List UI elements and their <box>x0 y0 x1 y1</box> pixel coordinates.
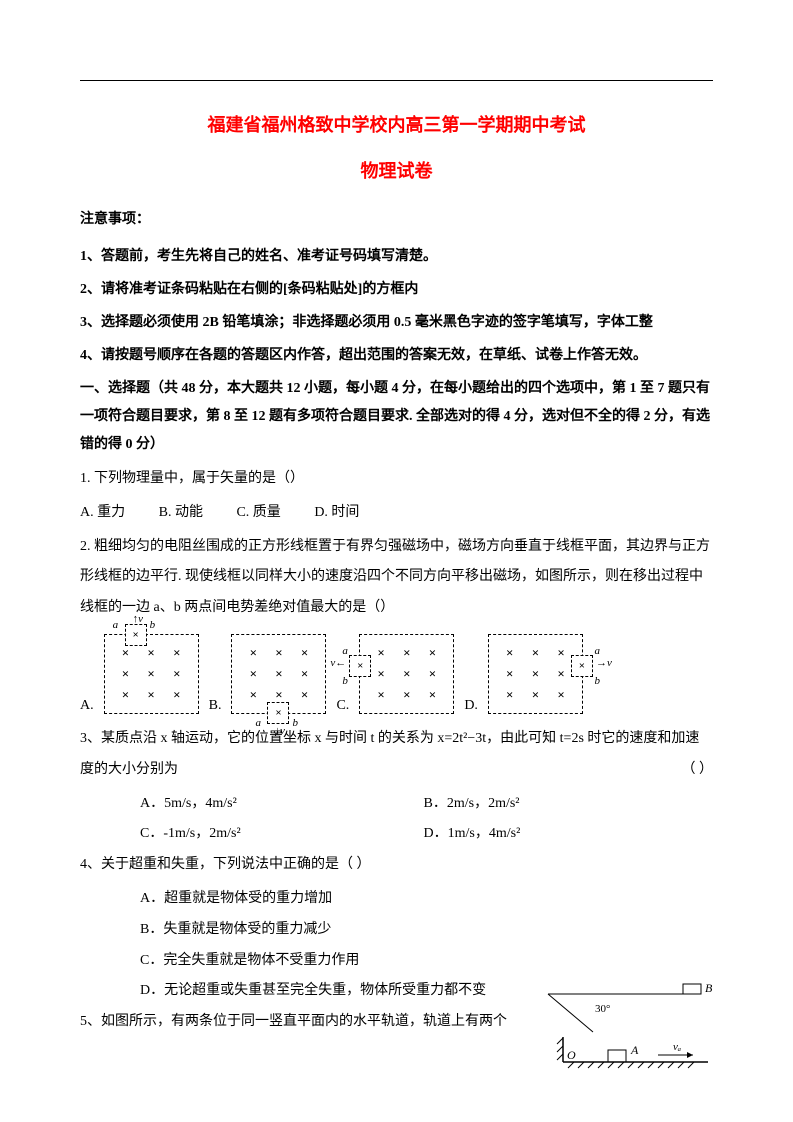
label-va: vₐ <box>673 1041 681 1053</box>
notice-item: 2、请将准考证条码粘贴在右侧的[条码粘贴处]的方框内 <box>80 276 713 304</box>
diagram-a: ××× ××× ××× × a b ↑v <box>104 634 199 714</box>
exam-subtitle: 物理试卷 <box>80 157 713 183</box>
notice-item: 3、选择题必须使用 2B 铅笔填涂；非选择题必须用 0.5 毫米黑色字迹的签字笔… <box>80 309 713 337</box>
label-angle: 30° <box>595 1003 610 1015</box>
exam-title: 福建省福州格致中学校内高三第一学期期中考试 <box>80 111 713 137</box>
q2-label-b: B. <box>209 698 222 714</box>
q1-opt-b: B. 动能 <box>159 505 203 520</box>
q1-opt-a: A. 重力 <box>80 505 125 520</box>
question-1: 1. 下列物理量中，属于矢量的是（） <box>80 464 713 495</box>
q5-diagram: B 30° O A vₐ <box>543 982 713 1072</box>
question-4: 4、关于超重和失重，下列说法中正确的是（ ） <box>80 850 713 881</box>
q2-label-c: C. <box>336 698 349 714</box>
q2-diagram-row: A. ××× ××× ××× × a b ↑v B. ××× ××× ××× ×… <box>80 634 713 714</box>
label-b: B <box>705 982 713 995</box>
q1-opt-c: C. 质量 <box>236 505 280 520</box>
diagram-b: ××× ××× ××× × a b ↓v <box>231 634 326 714</box>
label-o: O <box>567 1048 576 1062</box>
q3-opt-b: B．2m/s，2m/s² <box>424 796 520 811</box>
notice-header: 注意事项： <box>80 208 713 228</box>
q2-label-d: D. <box>464 698 478 714</box>
q4-opt-b: B．失重就是物体受的重力减少 <box>80 915 713 946</box>
q3-opt-d: D．1m/s，4m/s² <box>424 826 521 841</box>
q3-opt-c: C．-1m/s，2m/s² <box>140 819 420 850</box>
top-divider <box>80 80 713 81</box>
question-2: 2. 粗细均匀的电阻丝围成的正方形线框置于有界匀强磁场中，磁场方向垂直于线框平面… <box>80 532 713 624</box>
q4-opt-c: C．完全失重就是物体不受重力作用 <box>80 946 713 977</box>
q3-opt-a: A．5m/s，4m/s² <box>140 789 420 820</box>
q2-label-a: A. <box>80 698 94 714</box>
notice-item: 1、答题前，考生先将自己的姓名、准考证号码填写清楚。 <box>80 243 713 271</box>
diagram-d: ××× ××× ××× × a b →v <box>488 634 583 714</box>
q3-options-row1: A．5m/s，4m/s² B．2m/s，2m/s² <box>80 789 713 820</box>
section-header: 一、选择题（共 48 分，本大题共 12 小题，每小题 4 分，在每小题给出的四… <box>80 375 713 459</box>
question-3: 3、某质点沿 x 轴运动，它的位置坐标 x 与时间 t 的关系为 x=2t²−3… <box>80 724 713 786</box>
q3-options-row2: C．-1m/s，2m/s² D．1m/s，4m/s² <box>80 819 713 850</box>
notice-item: 4、请按题号顺序在各题的答题区内作答，超出范围的答案无效，在草纸、试卷上作答无效… <box>80 342 713 370</box>
label-a-block: A <box>630 1043 639 1057</box>
q1-opt-d: D. 时间 <box>314 505 359 520</box>
question-1-options: A. 重力 B. 动能 C. 质量 D. 时间 <box>80 498 713 529</box>
q4-opt-a: A．超重就是物体受的重力增加 <box>80 884 713 915</box>
diagram-c: ××× ××× ××× × a b v← <box>359 634 454 714</box>
